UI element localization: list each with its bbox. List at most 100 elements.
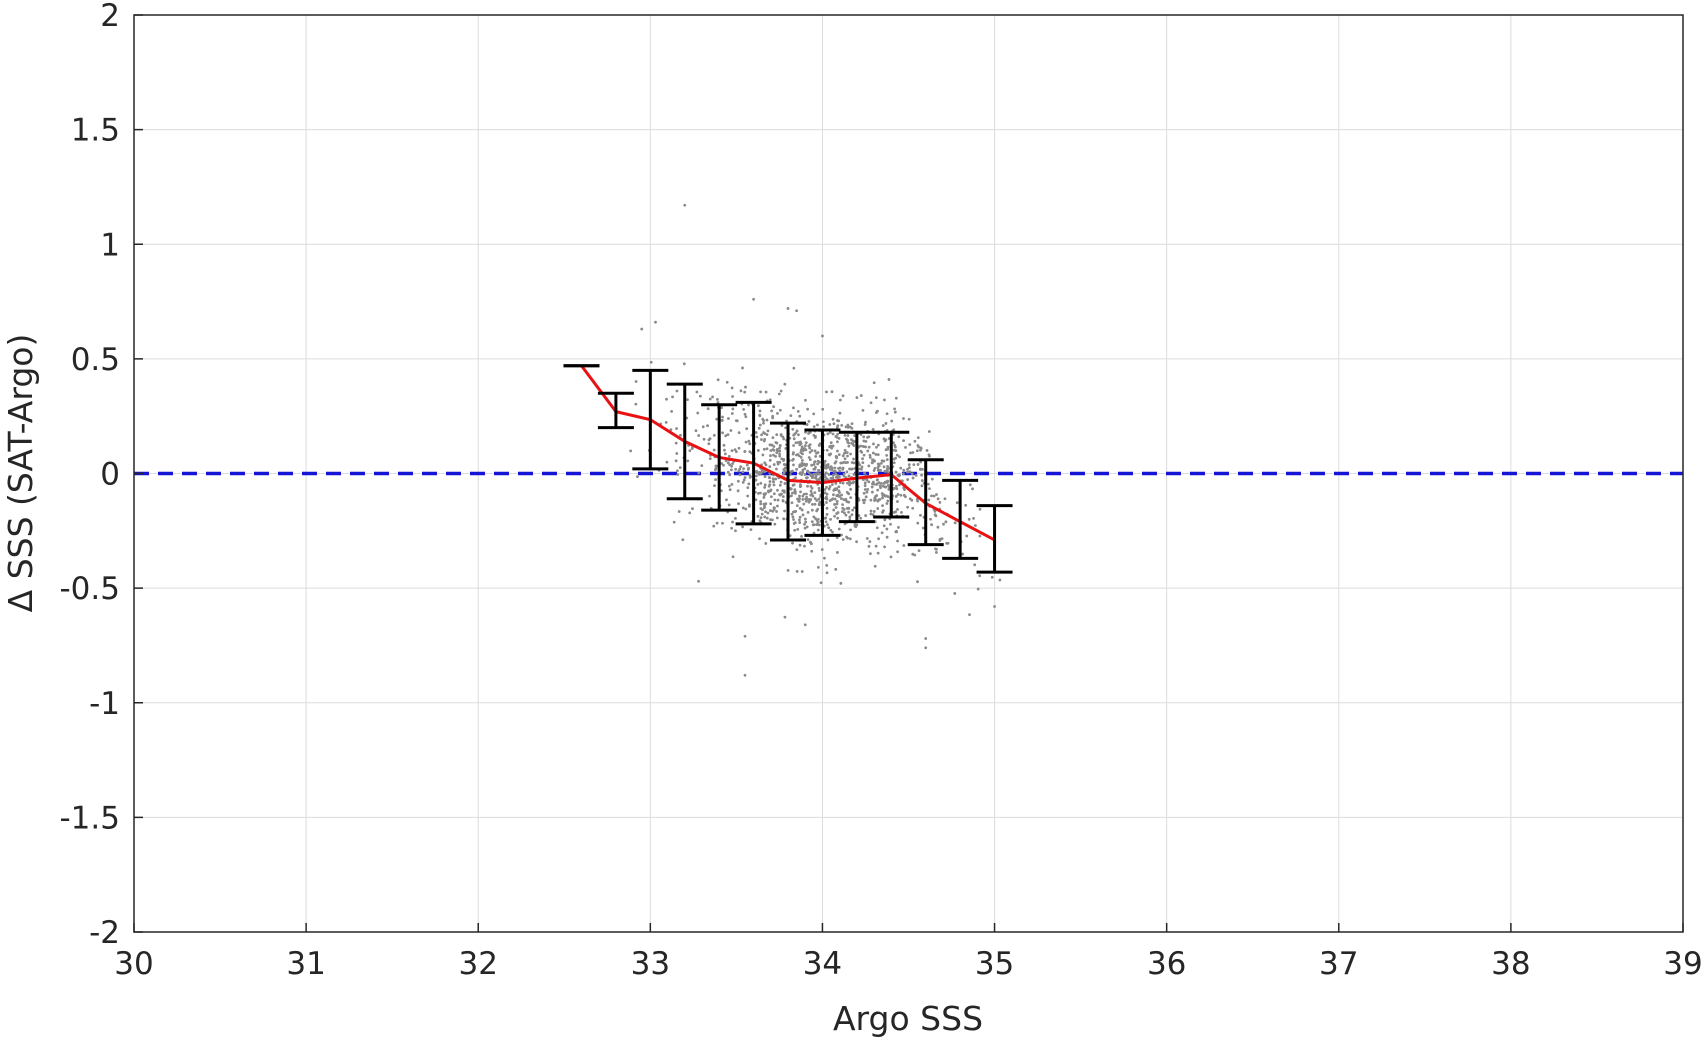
scatter-point	[779, 434, 783, 437]
scatter-point	[715, 417, 719, 421]
scatter-point	[882, 524, 886, 528]
scatter-point	[800, 508, 804, 512]
y-tick-label: 1.5	[71, 113, 120, 149]
scatter-point	[876, 453, 880, 457]
scatter-point	[864, 514, 868, 517]
scatter-point	[898, 455, 901, 459]
scatter-point	[894, 396, 898, 400]
scatter-point	[883, 494, 887, 498]
scatter-point	[769, 495, 773, 499]
scatter-point	[871, 480, 875, 484]
scatter-point	[887, 487, 891, 491]
scatter-point	[830, 390, 834, 394]
scatter-point	[714, 478, 717, 482]
scatter-point	[834, 454, 838, 458]
scatter-point	[967, 517, 971, 521]
scatter-point	[974, 524, 977, 527]
scatter-point	[795, 309, 799, 313]
scatter-point	[790, 501, 794, 505]
scatter-point	[801, 494, 805, 498]
scatter-point	[892, 461, 896, 465]
scatter-point	[920, 479, 924, 482]
scatter-point	[829, 465, 833, 469]
scatter-point	[770, 409, 774, 413]
scatter-point	[654, 320, 657, 324]
scatter-point	[801, 449, 805, 452]
scatter-point	[818, 472, 822, 476]
scatter-point	[801, 470, 805, 474]
scatter-point	[930, 523, 933, 527]
scatter-point	[772, 483, 776, 487]
scatter-point	[838, 411, 842, 415]
scatter-point	[823, 491, 827, 495]
scatter-point	[727, 484, 731, 488]
scatter-point	[798, 463, 802, 467]
scatter-point	[846, 460, 849, 464]
scatter-point	[907, 417, 911, 421]
scatter-point	[808, 443, 812, 447]
scatter-point	[916, 521, 920, 525]
scatter-point	[741, 470, 745, 474]
scatter-point	[800, 534, 803, 538]
scatter-point	[759, 500, 763, 503]
scatter-point	[971, 487, 974, 491]
scatter-point	[838, 466, 842, 470]
scatter-point	[896, 507, 899, 511]
scatter-point	[731, 395, 734, 398]
scatter-point	[769, 454, 772, 458]
scatter-point	[913, 439, 917, 443]
scatter-point	[730, 464, 733, 468]
scatter-point	[885, 535, 889, 539]
scatter-point	[634, 380, 638, 383]
scatter-point	[772, 480, 775, 483]
scatter-point	[863, 481, 867, 485]
scatter-point	[771, 416, 775, 420]
scatter-point	[879, 468, 882, 472]
scatter-point	[807, 456, 811, 459]
scatter-point	[857, 467, 861, 471]
scatter-point	[837, 485, 841, 489]
scatter-point	[892, 511, 896, 514]
scatter-point	[791, 541, 794, 545]
scatter-point	[847, 474, 851, 478]
scatter-point	[727, 503, 731, 507]
scatter-point	[765, 418, 769, 422]
scatter-point	[817, 468, 820, 472]
scatter-point	[803, 544, 806, 548]
scatter-point	[800, 570, 804, 573]
scatter-point	[872, 459, 876, 463]
scatter-point	[720, 418, 724, 422]
scatter-point	[778, 444, 782, 447]
scatter-point	[763, 515, 767, 519]
scatter-point	[843, 433, 847, 437]
scatter-point	[916, 436, 920, 440]
scatter-point	[866, 436, 869, 439]
scatter-point	[845, 470, 849, 474]
scatter-point	[848, 537, 852, 541]
scatter-point	[832, 508, 836, 512]
scatter-point	[759, 516, 763, 520]
scatter-point	[761, 417, 765, 421]
scatter-point	[874, 544, 878, 548]
scatter-point	[721, 415, 724, 419]
scatter-point	[900, 511, 903, 514]
scatter-point	[863, 423, 867, 426]
scatter-point	[759, 481, 763, 485]
scatter-point	[794, 476, 797, 480]
scatter-point	[730, 526, 734, 530]
scatter-point	[728, 463, 732, 467]
scatter-point	[829, 517, 832, 521]
scatter-point	[869, 509, 873, 513]
scatter-point	[731, 407, 735, 411]
scatter-point	[843, 457, 847, 461]
error-bar	[735, 400, 772, 526]
scatter-point	[762, 421, 765, 425]
scatter-point	[875, 526, 879, 530]
scatter-point	[881, 504, 884, 508]
scatter-point	[677, 510, 681, 513]
scatter-point	[833, 461, 837, 465]
scatter-point	[827, 526, 831, 530]
scatter-point	[863, 471, 866, 475]
scatter-point	[815, 523, 819, 526]
scatter-point	[932, 494, 936, 498]
